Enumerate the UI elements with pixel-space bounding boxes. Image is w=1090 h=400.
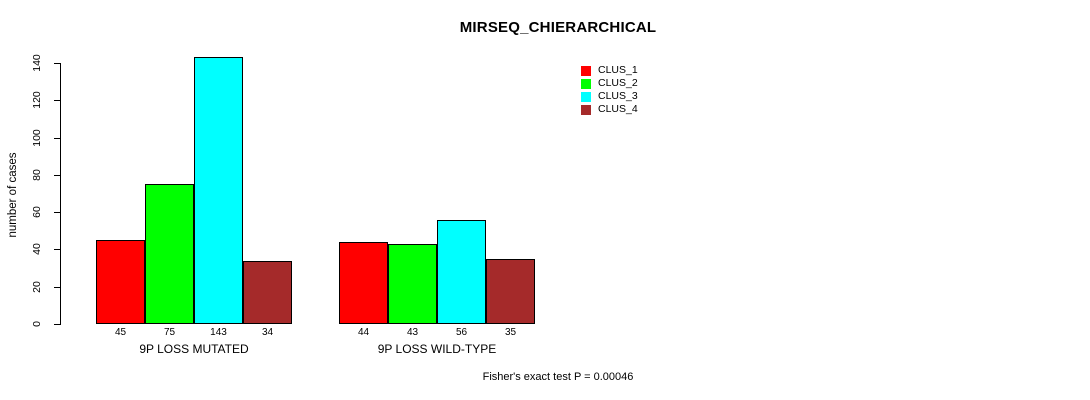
y-tick-mark (54, 100, 61, 102)
y-tick-label: 100 (31, 128, 43, 147)
group-label-2: 9P LOSS WILD-TYPE (377, 342, 497, 356)
bar-value-label: 75 (163, 327, 176, 338)
y-tick-mark (54, 63, 61, 64)
bar-value-label: 143 (210, 327, 227, 338)
y-tick-mark (54, 174, 61, 176)
y-axis-title: number of cases (7, 152, 19, 238)
legend-label: CLUS_2 (598, 77, 638, 89)
y-tick-label: 60 (31, 206, 43, 218)
bar-clus_3 (437, 220, 486, 324)
bar-clus_4 (486, 259, 535, 324)
bar-clus_1 (96, 240, 145, 324)
y-tick-mark (54, 324, 61, 325)
bar-clus_3 (194, 57, 243, 324)
legend: CLUS_1 CLUS_2 CLUS_3 CLUS_4 (581, 64, 638, 116)
bar-clus_2 (145, 184, 194, 324)
legend-label: CLUS_3 (598, 90, 638, 102)
bar-value-label: 56 (455, 327, 468, 338)
legend-swatch-clus_3 (581, 91, 591, 102)
bar-value-label: 43 (406, 327, 419, 338)
y-tick-mark (54, 286, 61, 288)
legend-item-clus_1: CLUS_1 (581, 64, 638, 77)
chart-title: MIRSEQ_CHIERARCHICAL (459, 19, 657, 36)
bar-value-label: 35 (504, 327, 517, 338)
legend-item-clus_3: CLUS_3 (581, 90, 638, 103)
fisher-test-footnote: Fisher's exact test P = 0.00046 (482, 371, 634, 383)
legend-swatch-clus_4 (581, 104, 591, 115)
y-tick-label: 80 (31, 169, 43, 181)
legend-swatch-clus_2 (581, 78, 591, 89)
y-axis-line (60, 63, 61, 325)
y-tick-mark (54, 137, 61, 139)
legend-label: CLUS_1 (598, 64, 638, 76)
y-tick-mark (54, 212, 61, 214)
y-tick-label: 120 (31, 91, 43, 110)
y-tick-label: 140 (31, 54, 43, 72)
y-tick-mark (54, 249, 61, 251)
y-tick-label: 40 (31, 243, 43, 256)
bar-value-label: 44 (357, 327, 370, 338)
y-tick-label: 20 (31, 280, 43, 293)
group-label-1: 9P LOSS MUTATED (139, 342, 249, 356)
bar-clus_2 (388, 244, 437, 324)
legend-item-clus_2: CLUS_2 (581, 77, 638, 90)
y-tick-label: 0 (31, 321, 43, 327)
bar-value-label: 34 (261, 327, 274, 338)
legend-label: CLUS_4 (598, 103, 638, 115)
bar-clus_1 (339, 242, 388, 324)
bar-clus_4 (243, 261, 292, 324)
bar-value-label: 45 (114, 327, 127, 338)
legend-item-clus_4: CLUS_4 (581, 103, 638, 116)
legend-swatch-clus_1 (581, 65, 591, 76)
